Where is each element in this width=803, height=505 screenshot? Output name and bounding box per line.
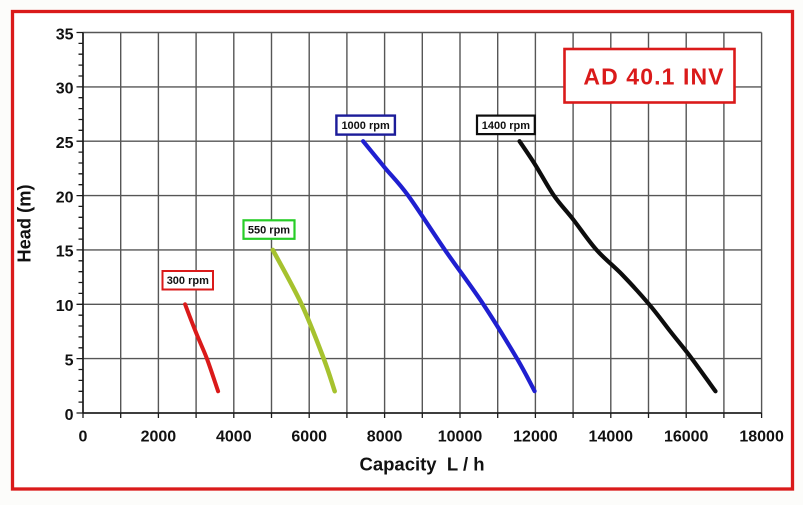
svg-text:20: 20 (56, 189, 74, 206)
svg-text:30: 30 (56, 81, 74, 98)
svg-text:4000: 4000 (216, 429, 252, 446)
svg-text:10000: 10000 (438, 429, 483, 446)
svg-text:550 rpm: 550 rpm (248, 225, 290, 237)
svg-text:300 rpm: 300 rpm (167, 275, 209, 287)
svg-text:12000: 12000 (513, 429, 558, 446)
svg-text:Capacity L / h: Capacity L / h (359, 454, 484, 475)
svg-text:0: 0 (65, 407, 74, 424)
svg-text:0: 0 (79, 429, 88, 446)
svg-text:14000: 14000 (589, 429, 634, 446)
svg-text:35: 35 (56, 26, 74, 43)
svg-text:2000: 2000 (141, 429, 177, 446)
svg-text:6000: 6000 (291, 429, 327, 446)
svg-text:10: 10 (56, 298, 74, 315)
svg-text:16000: 16000 (664, 429, 709, 446)
svg-text:1400 rpm: 1400 rpm (482, 120, 531, 132)
svg-text:Head (m): Head (m) (14, 184, 35, 262)
svg-text:5: 5 (65, 352, 74, 369)
svg-text:25: 25 (56, 135, 74, 152)
svg-text:1000 rpm: 1000 rpm (341, 120, 390, 132)
svg-text:AD 40.1 INV: AD 40.1 INV (583, 64, 724, 90)
svg-text:8000: 8000 (367, 429, 403, 446)
svg-text:15: 15 (56, 244, 74, 261)
svg-text:18000: 18000 (739, 429, 784, 446)
